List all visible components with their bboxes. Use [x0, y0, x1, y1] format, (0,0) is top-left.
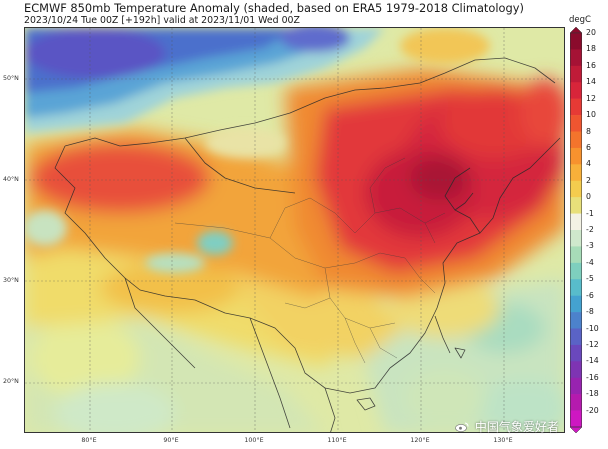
- anomaly-shading: [25, 68, 564, 432]
- colorbar-cell: [570, 33, 582, 50]
- lat-label-30n: 30°N: [3, 277, 19, 284]
- watermark-text: 中国气象爱好者: [474, 420, 559, 434]
- colorbar-cells: [570, 27, 582, 433]
- colorbar-tick-label: 10: [586, 110, 596, 120]
- colorbar-cell: [570, 180, 582, 198]
- colorbar-tick-label: 16: [586, 60, 596, 70]
- colorbar-cell: [570, 230, 582, 247]
- colorbar-tick-label: 0: [586, 192, 591, 202]
- colorbar-tick-label: -1: [586, 208, 594, 218]
- colorbar-cell: [570, 213, 582, 231]
- colorbar-cell: [570, 131, 582, 149]
- colorbar-tick-label: -12: [586, 339, 599, 349]
- colorbar-tick-label: 14: [586, 77, 596, 87]
- colorbar-tick-label: -5: [586, 274, 594, 284]
- country-borders: [54, 57, 561, 432]
- colorbar-tick-label: -18: [586, 389, 599, 399]
- lon-label-130e: 130°E: [493, 437, 513, 444]
- colorbar-cell: [570, 312, 582, 329]
- lat-label-40n: 40°N: [3, 176, 19, 183]
- colorbar-cell: [570, 344, 582, 362]
- colorbar-cell: [570, 98, 582, 116]
- colorbar-tick-label: -16: [586, 372, 599, 382]
- weibo-logo-icon: [455, 422, 469, 432]
- colorbar-tick-label: 18: [586, 44, 596, 54]
- lat-label-50n: 50°N: [3, 75, 19, 82]
- colorbar-bottom-extend: [570, 426, 582, 433]
- lon-label-100e: 100°E: [244, 437, 264, 444]
- colorbar-tick-label: 12: [586, 93, 596, 103]
- colorbar-tick-label: -4: [586, 257, 594, 267]
- colorbar-cell: [570, 65, 582, 83]
- colorbar-tick-label: -2: [586, 225, 594, 234]
- colorbar-tick-label: -20: [586, 405, 599, 415]
- colorbar-tick-label: -10: [586, 323, 599, 333]
- anomaly-map-canvas: [25, 28, 564, 432]
- colorbar-cell: [570, 410, 582, 428]
- colorbar-tick-label: -3: [586, 241, 594, 251]
- colorbar-tick-label: 2: [586, 175, 591, 185]
- anomaly-map: [24, 27, 565, 433]
- lon-label-90e: 90°E: [163, 437, 179, 444]
- colorbar-cell: [570, 279, 582, 296]
- cold-anomaly-shading: [25, 28, 490, 273]
- map-subtitle: 2023/10/24 Tue 00Z [+192h] valid at 2023…: [24, 15, 300, 26]
- colorbar-tick-label: -8: [586, 307, 594, 317]
- colorbar-top-extend: [570, 27, 582, 34]
- lon-label-110e: 110°E: [327, 437, 347, 444]
- watermark: 中国气象爱好者: [455, 418, 559, 435]
- colorbar-cell: [570, 262, 582, 280]
- colorbar-cell: [570, 164, 582, 182]
- province-borders: [174, 157, 446, 364]
- lon-label-120e: 120°E: [410, 437, 430, 444]
- colorbar-cell: [570, 197, 582, 214]
- map-title: ECMWF 850mb Temperature Anomaly (shaded,…: [24, 1, 524, 15]
- colorbar-cell: [570, 82, 582, 99]
- colorbar-cell: [570, 115, 582, 132]
- lat-label-20n: 20°N: [3, 378, 19, 385]
- colorbar: [570, 27, 582, 433]
- colorbar-cell: [570, 295, 582, 313]
- lon-label-80e: 80°E: [81, 437, 97, 444]
- colorbar-cell: [570, 328, 582, 346]
- colorbar-tick-label: 8: [586, 126, 591, 136]
- colorbar-tick-label: -14: [586, 356, 599, 366]
- colorbar-cell: [570, 361, 582, 379]
- colorbar-cell: [570, 394, 582, 411]
- colorbar-cell: [570, 246, 582, 264]
- colorbar-cell: [570, 147, 582, 165]
- colorbar-border: [570, 32, 582, 428]
- colorbar-tick-label: 20: [586, 28, 596, 37]
- colorbar-cell: [570, 49, 582, 67]
- colorbar-tick-label: 4: [586, 159, 591, 169]
- colorbar-cell: [570, 377, 582, 395]
- colorbar-tick-label: -6: [586, 290, 594, 300]
- colorbar-unit: degC: [569, 15, 591, 25]
- colorbar-tick-label: 6: [586, 142, 591, 152]
